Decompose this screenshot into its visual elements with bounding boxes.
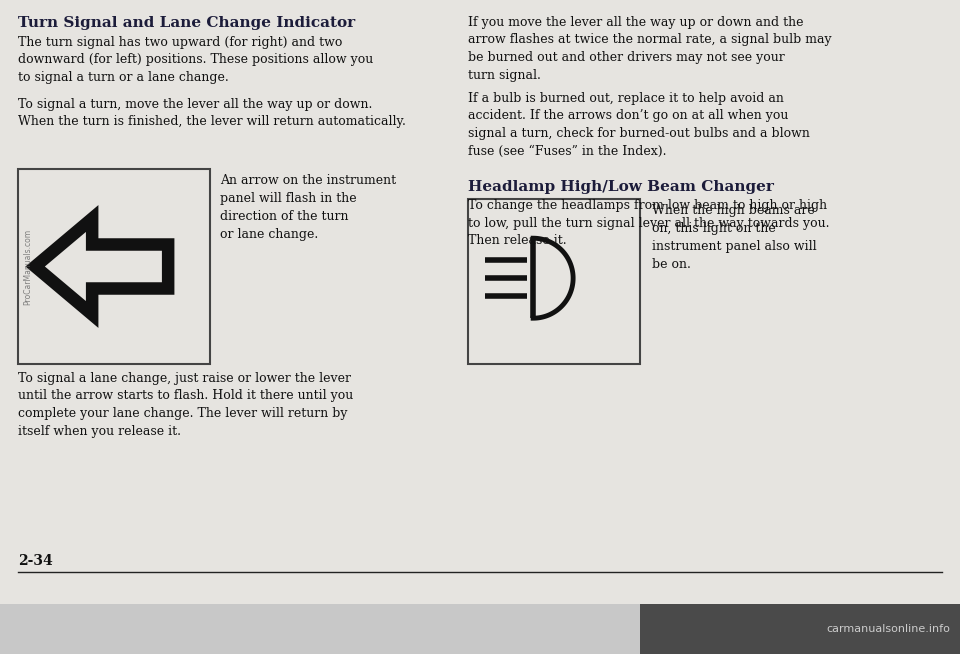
Text: 2-34: 2-34	[18, 554, 53, 568]
Text: ProCarManuals.com: ProCarManuals.com	[23, 228, 33, 305]
Text: To change the headlamps from low beam to high or high
to low, pull the turn sign: To change the headlamps from low beam to…	[468, 199, 829, 247]
Text: When the high beams are
on, this light on the
instrument panel also will
be on.: When the high beams are on, this light o…	[652, 204, 817, 271]
Text: If you move the lever all the way up or down and the
arrow flashes at twice the : If you move the lever all the way up or …	[468, 16, 831, 82]
Text: Turn Signal and Lane Change Indicator: Turn Signal and Lane Change Indicator	[18, 16, 355, 30]
Bar	[468, 199, 640, 364]
Text: carmanualsonline.info: carmanualsonline.info	[827, 624, 950, 634]
Bar	[18, 169, 210, 364]
Text: To signal a turn, move the lever all the way up or down.
When the turn is finish: To signal a turn, move the lever all the…	[18, 98, 406, 128]
Text: The turn signal has two upward (for right) and two
downward (for left) positions: The turn signal has two upward (for righ…	[18, 36, 373, 84]
Text: If a bulb is burned out, replace it to help avoid an
accident. If the arrows don: If a bulb is burned out, replace it to h…	[468, 92, 810, 158]
Bar	[640, 604, 960, 654]
Text: An arrow on the instrument
panel will flash in the
direction of the turn
or lane: An arrow on the instrument panel will fl…	[220, 174, 396, 241]
Text: Headlamp High/Low Beam Changer: Headlamp High/Low Beam Changer	[468, 180, 774, 194]
Polygon shape	[36, 218, 168, 315]
Text: To signal a lane change, just raise or lower the lever
until the arrow starts to: To signal a lane change, just raise or l…	[18, 372, 353, 438]
